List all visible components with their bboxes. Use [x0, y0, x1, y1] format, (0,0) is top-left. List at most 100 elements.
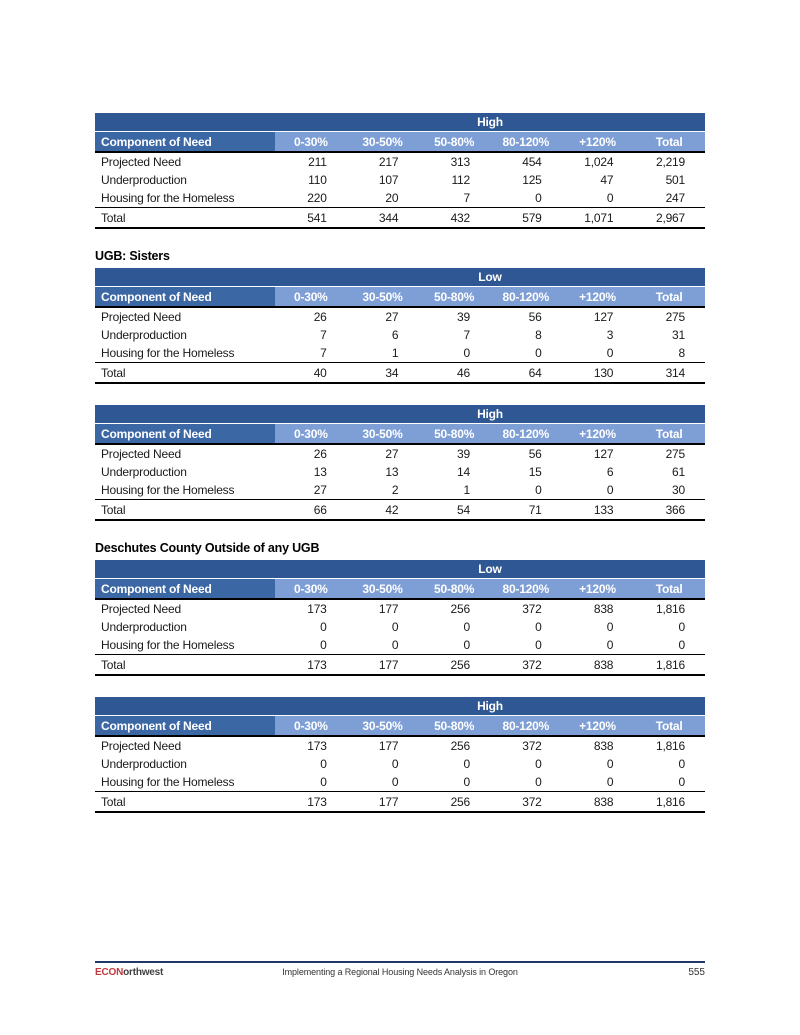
table-body: Projected Need 173 177 256 372 838 1,816 Underp… [95, 736, 705, 792]
column-header-row: Component of Need 0-30% 30-50% 50-80% 80-12… [95, 578, 705, 600]
column-header: 50-80% [418, 715, 490, 737]
cell-value: 66 [275, 499, 347, 521]
cell-value: 112 [418, 171, 490, 189]
table-row: Underproduction 0 0 0 0 0 0 [95, 618, 705, 636]
row-label: Housing for the Homeless [95, 636, 275, 655]
cell-value: 127 [561, 307, 634, 326]
cell-value: 27 [346, 307, 419, 326]
column-header: +120% [561, 578, 634, 600]
cell-value: 0 [489, 755, 562, 773]
corner-cell [95, 268, 275, 287]
cell-value: 3 [561, 326, 634, 344]
table-row: Projected Need 26 27 39 56 127 275 [95, 444, 705, 463]
cell-value: 366 [633, 499, 705, 521]
cell-value: 13 [346, 463, 419, 481]
column-header-row: Component of Need 0-30% 30-50% 50-80% 80-12… [95, 715, 705, 737]
cell-value: 0 [633, 773, 705, 792]
table-row: Underproduction 13 13 14 15 6 61 [95, 463, 705, 481]
row-header-label: Component of Need [95, 715, 276, 737]
column-header: Total [633, 131, 705, 153]
column-header: 0-30% [275, 578, 347, 600]
cell-value: 838 [561, 736, 634, 755]
row-label: Housing for the Homeless [95, 773, 276, 792]
cell-value: 579 [489, 207, 562, 229]
row-label: Underproduction [95, 618, 275, 636]
table-row: Housing for the Homeless 27 2 1 0 0 30 [95, 481, 705, 500]
footer-title: Implementing a Regional Housing Needs An… [282, 967, 518, 977]
column-header: 50-80% [418, 578, 490, 600]
cell-value: 0 [633, 755, 705, 773]
footer-row: ECONorthwest Implementing a Regional Hou… [95, 967, 705, 981]
table-row: Total 541 344 432 579 1,071 2,967 [95, 207, 705, 229]
cell-value: 313 [418, 152, 490, 171]
table-row: Total 173 177 256 372 838 1,816 [95, 791, 705, 813]
column-header: +120% [561, 423, 634, 445]
cell-value: 0 [489, 481, 562, 500]
cell-value: 541 [275, 207, 347, 229]
row-header-label: Component of Need [95, 578, 275, 600]
scenario-label: Low [275, 560, 705, 579]
scenario-header-row: Low [95, 268, 705, 287]
row-label: Total [95, 654, 275, 676]
cell-value: 0 [346, 618, 419, 636]
column-header: +120% [561, 286, 634, 308]
cell-value: 275 [633, 307, 705, 326]
cell-value: 27 [275, 481, 347, 500]
column-header: +120% [561, 715, 634, 737]
column-header-row: Component of Need 0-30% 30-50% 50-80% 80-12… [95, 423, 705, 445]
table-row: Projected Need 173 177 256 372 838 1,816 [95, 599, 705, 618]
row-label: Housing for the Homeless [95, 189, 276, 208]
cell-value: 110 [275, 171, 347, 189]
cell-value: 0 [489, 636, 562, 655]
housing-needs-table: High Component of Need 0-30% 30-50% 50-80%… [95, 113, 705, 229]
table-body: Projected Need 173 177 256 372 838 1,816 Underp… [95, 599, 705, 655]
row-label: Projected Need [95, 152, 276, 171]
cell-value: 2,967 [633, 207, 705, 229]
cell-value: 0 [418, 755, 490, 773]
section-heading: UGB: Sisters [95, 249, 170, 263]
housing-needs-table: High Component of Need 0-30% 30-50% 50-80%… [95, 405, 705, 521]
corner-cell [95, 560, 275, 579]
cell-value: 0 [489, 189, 562, 208]
table-row: Projected Need 211 217 313 454 1,024 2,219 [95, 152, 705, 171]
row-label: Underproduction [95, 463, 276, 481]
cell-value: 1,071 [561, 207, 634, 229]
cell-value: 64 [489, 362, 562, 384]
cell-value: 173 [275, 654, 347, 676]
cell-value: 432 [418, 207, 490, 229]
cell-value: 0 [561, 344, 634, 363]
cell-value: 0 [275, 755, 347, 773]
column-header: 50-80% [418, 423, 490, 445]
cell-value: 13 [275, 463, 347, 481]
cell-value: 0 [489, 618, 562, 636]
cell-value: 107 [346, 171, 419, 189]
cell-value: 7 [275, 326, 347, 344]
cell-value: 0 [418, 344, 490, 363]
cell-value: 30 [633, 481, 705, 500]
column-header: 80-120% [489, 286, 562, 308]
cell-value: 0 [561, 618, 634, 636]
cell-value: 0 [346, 755, 419, 773]
cell-value: 0 [346, 773, 419, 792]
cell-value: 256 [418, 736, 490, 755]
row-header-label: Component of Need [95, 423, 276, 445]
table-row: Housing for the Homeless 0 0 0 0 0 0 [95, 773, 705, 792]
corner-cell [95, 113, 276, 132]
column-header-row: Component of Need 0-30% 30-50% 50-80% 80-12… [95, 131, 705, 153]
section-heading: Deschutes County Outside of any UGB [95, 541, 320, 555]
cell-value: 71 [489, 499, 562, 521]
table-body: Projected Need 26 27 39 56 127 275 Underproduct… [95, 444, 705, 500]
brand-logo: ECONorthwest [95, 967, 163, 978]
cell-value: 0 [418, 618, 490, 636]
cell-value: 1,816 [633, 654, 705, 676]
document-body: High Component of Need 0-30% 30-50% 50-80%… [95, 0, 705, 813]
cell-value: 130 [561, 362, 634, 384]
cell-value: 1,816 [633, 791, 705, 813]
row-header-label: Component of Need [95, 131, 276, 153]
cell-value: 26 [275, 444, 347, 463]
cell-value: 47 [561, 171, 634, 189]
table-row: Total 66 42 54 71 133 366 [95, 499, 705, 521]
cell-value: 0 [275, 773, 347, 792]
cell-value: 20 [346, 189, 419, 208]
